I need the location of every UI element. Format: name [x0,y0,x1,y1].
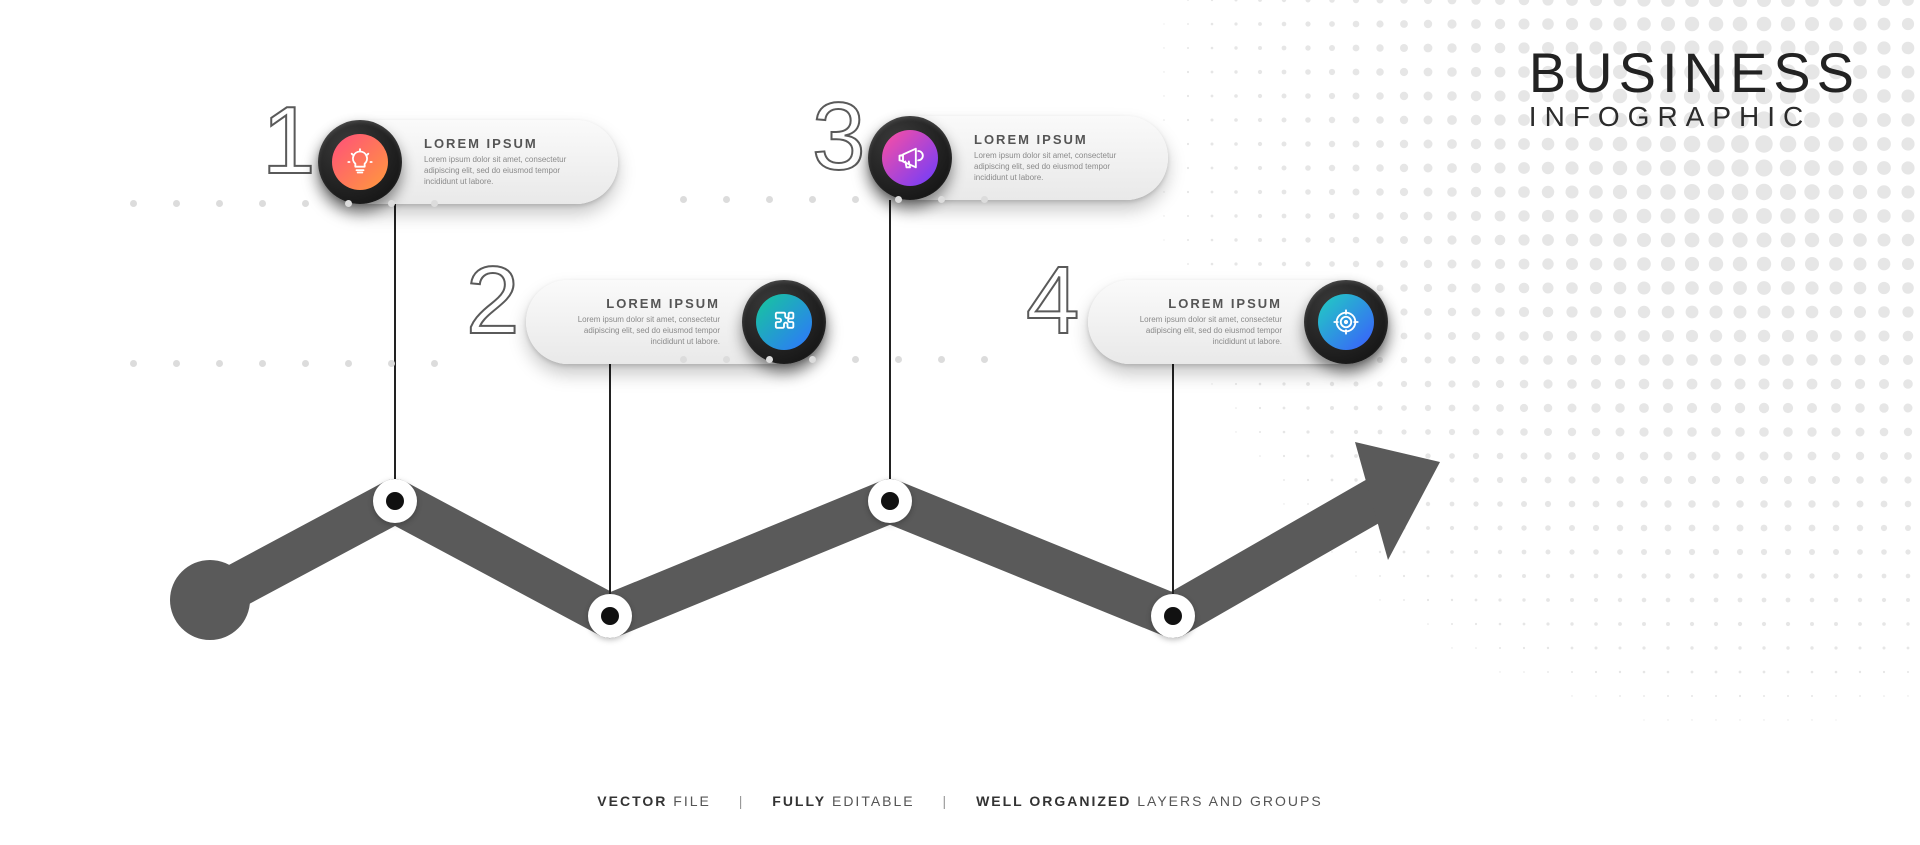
step-card: LOREM IPSUM Lorem ipsum dolor sit amet, c… [526,280,826,364]
connector-line [609,364,611,595]
connector-line [889,200,891,480]
footer: VECTOR FILE | FULLY EDITABLE | WELL ORGA… [0,793,1920,809]
step-title: LOREM IPSUM [424,136,596,151]
puzzle-icon [742,280,826,364]
connector-line [1172,364,1174,595]
step-number: 1 [262,86,311,196]
step-card: LOREM IPSUM Lorem ipsum dolor sit amet, c… [318,120,618,204]
megaphone-icon [868,116,952,200]
lightbulb-icon [318,120,402,204]
step-body: Lorem ipsum dolor sit amet, consectetur … [424,155,596,187]
step-number: 3 [812,82,861,192]
footer-part-1: VECTOR FILE [597,793,716,809]
timeline-node [373,479,417,523]
step-card: LOREM IPSUM Lorem ipsum dolor sit amet, c… [868,116,1168,200]
step-number: 2 [466,246,515,356]
step-title: LOREM IPSUM [1110,296,1282,311]
timeline-node [868,479,912,523]
timeline-node [588,594,632,638]
footer-sep: | [739,793,745,809]
step-number: 4 [1026,246,1075,356]
target-icon [1304,280,1388,364]
footer-part-2: FULLY EDITABLE [772,793,920,809]
step-title: LOREM IPSUM [548,296,720,311]
dot-row [680,196,988,203]
dot-row [130,200,438,207]
step-body: Lorem ipsum dolor sit amet, consectetur … [1110,315,1282,347]
dot-row [130,360,438,367]
dot-row [680,356,988,363]
connector-line [394,204,396,480]
footer-sep: | [943,793,949,809]
timeline-node [1151,594,1195,638]
footer-part-3: WELL ORGANIZED LAYERS AND GROUPS [976,793,1323,809]
step-body: Lorem ipsum dolor sit amet, consectetur … [974,151,1146,183]
step-body: Lorem ipsum dolor sit amet, consectetur … [548,315,720,347]
step-card: LOREM IPSUM Lorem ipsum dolor sit amet, c… [1088,280,1388,364]
step-title: LOREM IPSUM [974,132,1146,147]
